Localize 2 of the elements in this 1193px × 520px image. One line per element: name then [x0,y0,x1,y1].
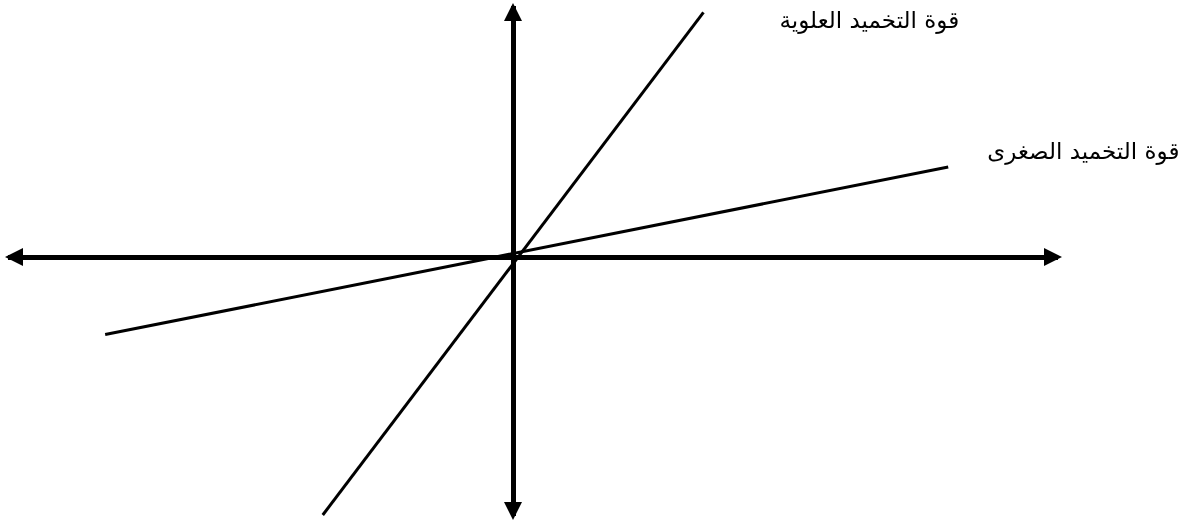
text: قوة التخميد العلوية [779,7,960,35]
series-label: قوة التخميد الصغرى [987,138,1180,165]
